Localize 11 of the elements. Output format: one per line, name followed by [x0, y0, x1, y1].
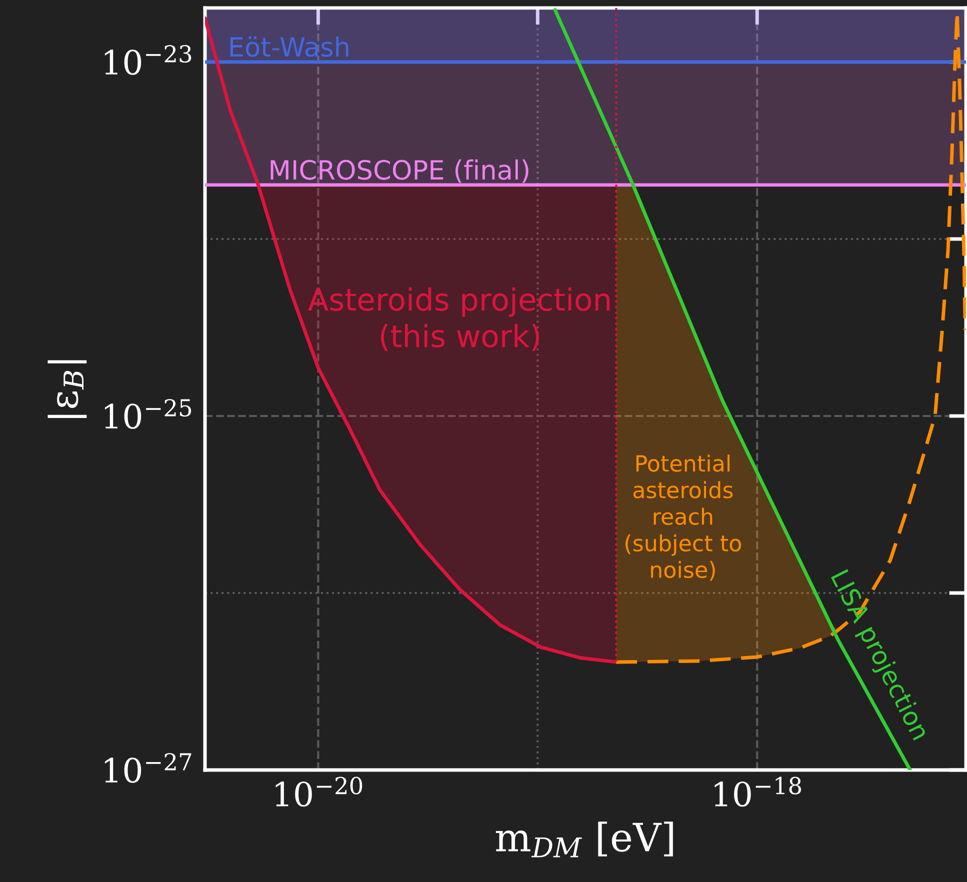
y-tick-label: 10$^{−27}$ [104, 752, 192, 783]
series-label: Asteroids projection (this work) [308, 287, 610, 352]
ref-line-label: Eöt-Wash [230, 36, 348, 57]
x-tick-label: 10$^{−18}$ [714, 776, 802, 807]
text: Potential asteroids reach (subject to noise) [626, 454, 742, 581]
x-axis-title: m$_{DM}$ [eV] [496, 822, 673, 858]
y-axis-title: |ε$_{B}$| [48, 360, 87, 418]
y-tick-label: 10$^{−25}$ [104, 398, 192, 429]
y-tick-label: 10$^{−23}$ [104, 44, 192, 75]
ref-line-label: MICROSCOPE (final) [270, 159, 528, 183]
x-tick-label: 10$^{−20}$ [276, 776, 362, 807]
